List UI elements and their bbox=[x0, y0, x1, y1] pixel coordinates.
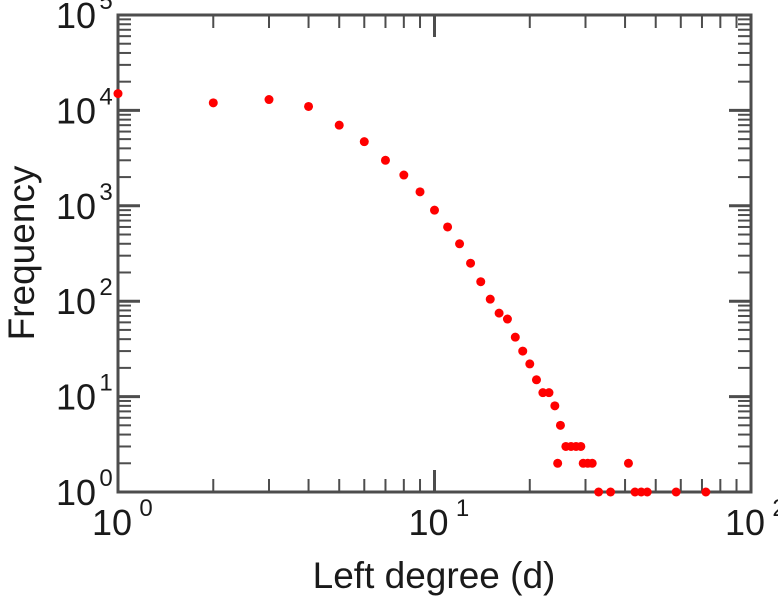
x-tick-label: 10 bbox=[408, 502, 448, 543]
data-point bbox=[544, 388, 554, 398]
data-point bbox=[525, 359, 535, 369]
data-point bbox=[476, 277, 486, 287]
y-tick-exponent: 3 bbox=[99, 179, 112, 206]
x-axis-ticks bbox=[116, 15, 753, 492]
data-point bbox=[518, 346, 528, 356]
y-tick-label: 10 bbox=[56, 377, 96, 418]
data-point bbox=[553, 458, 563, 468]
y-axis-ticks bbox=[118, 13, 751, 494]
x-tick-label: 10 bbox=[92, 502, 132, 543]
data-point bbox=[304, 101, 314, 111]
data-point bbox=[642, 487, 652, 497]
data-point bbox=[587, 458, 597, 468]
x-axis-label: Left degree (d) bbox=[313, 555, 556, 596]
data-point bbox=[494, 308, 504, 318]
data-point bbox=[671, 487, 681, 497]
data-point bbox=[208, 98, 218, 108]
data-point bbox=[502, 314, 512, 324]
y-tick-exponent: 2 bbox=[99, 274, 112, 301]
data-point bbox=[430, 205, 439, 215]
data-point bbox=[576, 441, 586, 451]
y-tick-exponent: 1 bbox=[99, 370, 112, 397]
data-point bbox=[510, 332, 520, 342]
y-tick-label: 10 bbox=[56, 281, 96, 322]
data-point bbox=[531, 375, 541, 385]
data-point bbox=[113, 89, 123, 99]
data-point bbox=[359, 137, 369, 147]
data-point bbox=[623, 458, 633, 468]
data-point-markers bbox=[113, 89, 711, 497]
data-point bbox=[550, 401, 560, 411]
x-tick-label: 10 bbox=[725, 502, 765, 543]
data-point bbox=[606, 487, 616, 497]
data-point bbox=[380, 155, 390, 165]
data-point bbox=[630, 487, 640, 497]
y-axis-label: Frequency bbox=[1, 165, 42, 340]
data-point bbox=[555, 420, 565, 430]
data-point bbox=[334, 120, 344, 130]
x-tick-exponent: 2 bbox=[772, 495, 778, 522]
data-point bbox=[415, 187, 425, 197]
y-tick-label: 10 bbox=[56, 0, 96, 36]
x-tick-exponent: 1 bbox=[456, 495, 469, 522]
data-point bbox=[399, 170, 409, 180]
y-tick-exponent: 4 bbox=[99, 83, 112, 110]
data-point bbox=[701, 487, 711, 497]
y-tick-exponent: 0 bbox=[99, 465, 112, 492]
data-point bbox=[443, 222, 453, 232]
y-tick-label: 10 bbox=[56, 186, 96, 227]
y-tick-label: 10 bbox=[56, 472, 96, 513]
y-tick-label: 10 bbox=[56, 90, 96, 131]
data-point bbox=[485, 294, 495, 304]
data-point bbox=[594, 487, 604, 497]
x-axis-tick-labels: 10 0 10 1 10 2 bbox=[92, 495, 778, 543]
x-tick-exponent: 0 bbox=[139, 495, 152, 522]
data-point bbox=[264, 95, 274, 105]
data-point bbox=[455, 239, 465, 249]
data-point bbox=[466, 258, 476, 268]
y-tick-exponent: 5 bbox=[99, 0, 112, 15]
